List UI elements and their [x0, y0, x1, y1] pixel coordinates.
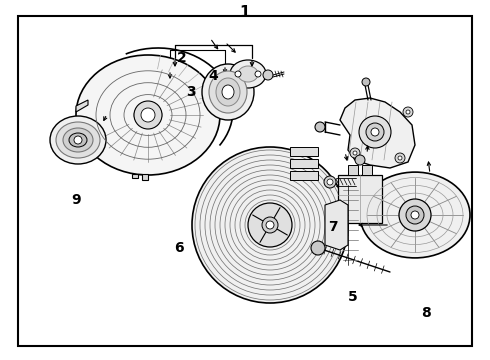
- Circle shape: [355, 155, 365, 165]
- Circle shape: [411, 211, 419, 219]
- Circle shape: [324, 176, 336, 188]
- Ellipse shape: [50, 116, 106, 164]
- Ellipse shape: [69, 133, 87, 147]
- Circle shape: [134, 101, 162, 129]
- Circle shape: [141, 108, 155, 122]
- Circle shape: [359, 116, 391, 148]
- Text: 6: 6: [174, 242, 184, 255]
- Circle shape: [406, 110, 410, 114]
- Circle shape: [235, 71, 241, 77]
- Circle shape: [74, 136, 82, 144]
- Circle shape: [399, 199, 431, 231]
- Polygon shape: [132, 174, 148, 180]
- Circle shape: [315, 122, 325, 132]
- Circle shape: [263, 70, 273, 80]
- Ellipse shape: [222, 85, 234, 99]
- Circle shape: [266, 221, 274, 229]
- Text: 7: 7: [328, 220, 338, 234]
- Text: 5: 5: [348, 290, 358, 304]
- Polygon shape: [76, 100, 88, 112]
- Polygon shape: [340, 98, 415, 168]
- Circle shape: [255, 71, 261, 77]
- Text: 4: 4: [208, 69, 218, 82]
- Bar: [348, 165, 358, 175]
- Ellipse shape: [216, 78, 240, 106]
- Circle shape: [327, 179, 333, 185]
- Circle shape: [366, 123, 384, 141]
- Text: 3: 3: [186, 85, 196, 99]
- Polygon shape: [325, 200, 348, 250]
- Circle shape: [248, 203, 292, 247]
- Circle shape: [403, 107, 413, 117]
- Bar: [290, 147, 318, 156]
- Circle shape: [350, 148, 360, 158]
- Ellipse shape: [238, 66, 258, 82]
- Bar: [290, 171, 318, 180]
- Text: 8: 8: [421, 306, 431, 320]
- Bar: [338, 175, 382, 223]
- Bar: [290, 159, 318, 168]
- Circle shape: [192, 147, 348, 303]
- Text: 2: 2: [176, 51, 186, 64]
- Ellipse shape: [63, 128, 93, 152]
- Circle shape: [406, 206, 424, 224]
- Ellipse shape: [360, 172, 470, 258]
- Ellipse shape: [230, 60, 266, 88]
- Circle shape: [371, 128, 379, 136]
- Circle shape: [262, 217, 278, 233]
- Ellipse shape: [209, 71, 247, 113]
- Text: 1: 1: [240, 5, 250, 20]
- Circle shape: [362, 78, 370, 86]
- Circle shape: [311, 241, 325, 255]
- Circle shape: [353, 151, 357, 155]
- Circle shape: [398, 156, 402, 160]
- Ellipse shape: [202, 64, 254, 120]
- Ellipse shape: [76, 55, 220, 175]
- Bar: [362, 165, 372, 175]
- Circle shape: [395, 153, 405, 163]
- Text: 9: 9: [71, 193, 81, 207]
- Ellipse shape: [56, 122, 100, 158]
